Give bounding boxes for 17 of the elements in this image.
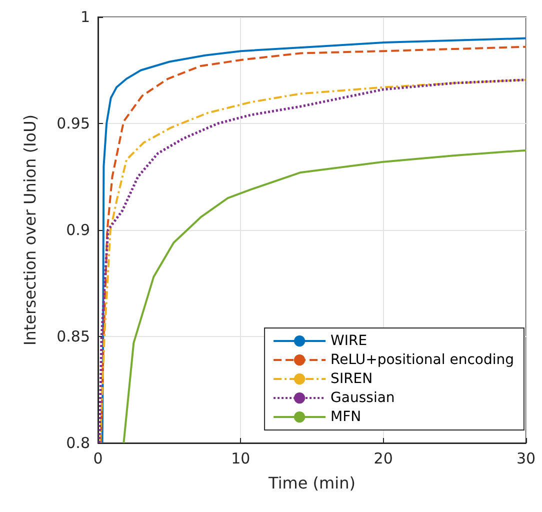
legend-label: Gaussian bbox=[330, 390, 395, 406]
line-series bbox=[122, 149, 527, 444]
y-axis-title: Intersection over Union (IoU) bbox=[20, 114, 40, 346]
y-tick-label: 0.8 bbox=[66, 434, 90, 452]
x-tick-label: 0 bbox=[93, 450, 103, 468]
y-tick-label: 1 bbox=[80, 8, 90, 26]
legend-label: MFN bbox=[330, 409, 362, 425]
legend-label: SIREN bbox=[330, 371, 373, 387]
y-tick-label: 0.95 bbox=[56, 114, 90, 132]
y-tick-label: 0.85 bbox=[56, 328, 90, 346]
y-tick-label: 0.9 bbox=[66, 221, 90, 239]
x-tick-label: 30 bbox=[516, 450, 536, 468]
legend-label: ReLU+positional encoding bbox=[330, 352, 514, 368]
x-axis-title: Time (min) bbox=[268, 474, 356, 492]
legend-label: WIRE bbox=[330, 333, 368, 349]
x-tick-label: 10 bbox=[231, 450, 250, 468]
x-tick-label: 20 bbox=[374, 450, 393, 468]
